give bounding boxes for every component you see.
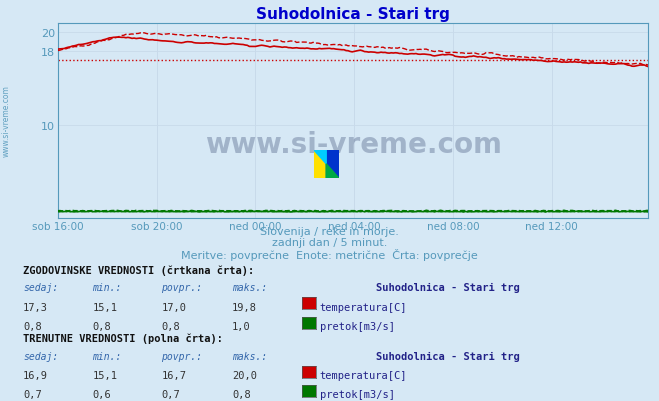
Title: Suhodolnica - Stari trg: Suhodolnica - Stari trg: [256, 6, 450, 22]
Text: pretok[m3/s]: pretok[m3/s]: [320, 321, 395, 331]
Text: zadnji dan / 5 minut.: zadnji dan / 5 minut.: [272, 237, 387, 247]
Text: 0,6: 0,6: [92, 389, 111, 399]
Text: min.:: min.:: [92, 283, 122, 293]
Text: 16,9: 16,9: [23, 370, 48, 380]
Text: 19,8: 19,8: [232, 302, 257, 312]
Text: 17,3: 17,3: [23, 302, 48, 312]
Text: 1,0: 1,0: [232, 321, 250, 331]
Text: 0,8: 0,8: [23, 321, 42, 331]
Text: min.:: min.:: [92, 351, 122, 361]
Text: maks.:: maks.:: [232, 283, 267, 293]
Text: povpr.:: povpr.:: [161, 351, 202, 361]
Text: 15,1: 15,1: [92, 370, 117, 380]
Bar: [314, 150, 326, 178]
Text: Suhodolnica - Stari trg: Suhodolnica - Stari trg: [376, 351, 519, 361]
Text: 0,8: 0,8: [161, 321, 180, 331]
Polygon shape: [314, 150, 326, 164]
Text: temperatura[C]: temperatura[C]: [320, 302, 407, 312]
Text: 17,0: 17,0: [161, 302, 186, 312]
Text: 15,1: 15,1: [92, 302, 117, 312]
Text: 20,0: 20,0: [232, 370, 257, 380]
Text: sedaj:: sedaj:: [23, 351, 58, 361]
Text: 16,7: 16,7: [161, 370, 186, 380]
Text: sedaj:: sedaj:: [23, 283, 58, 293]
Text: Meritve: povprečne  Enote: metrične  Črta: povprečje: Meritve: povprečne Enote: metrične Črta:…: [181, 248, 478, 260]
Text: 0,7: 0,7: [23, 389, 42, 399]
Polygon shape: [326, 164, 339, 178]
Text: temperatura[C]: temperatura[C]: [320, 370, 407, 380]
Text: www.si-vreme.com: www.si-vreme.com: [205, 131, 501, 159]
Text: maks.:: maks.:: [232, 351, 267, 361]
Bar: [326, 150, 339, 178]
Text: povpr.:: povpr.:: [161, 283, 202, 293]
Text: 0,7: 0,7: [161, 389, 180, 399]
Text: ZGODOVINSKE VREDNOSTI (črtkana črta):: ZGODOVINSKE VREDNOSTI (črtkana črta):: [23, 265, 254, 275]
Text: www.si-vreme.com: www.si-vreme.com: [2, 85, 11, 156]
Text: 0,8: 0,8: [92, 321, 111, 331]
Text: 0,8: 0,8: [232, 389, 250, 399]
Text: Slovenija / reke in morje.: Slovenija / reke in morje.: [260, 227, 399, 237]
Text: TRENUTNE VREDNOSTI (polna črta):: TRENUTNE VREDNOSTI (polna črta):: [23, 333, 223, 343]
Text: pretok[m3/s]: pretok[m3/s]: [320, 389, 395, 399]
Text: Suhodolnica - Stari trg: Suhodolnica - Stari trg: [376, 283, 519, 293]
